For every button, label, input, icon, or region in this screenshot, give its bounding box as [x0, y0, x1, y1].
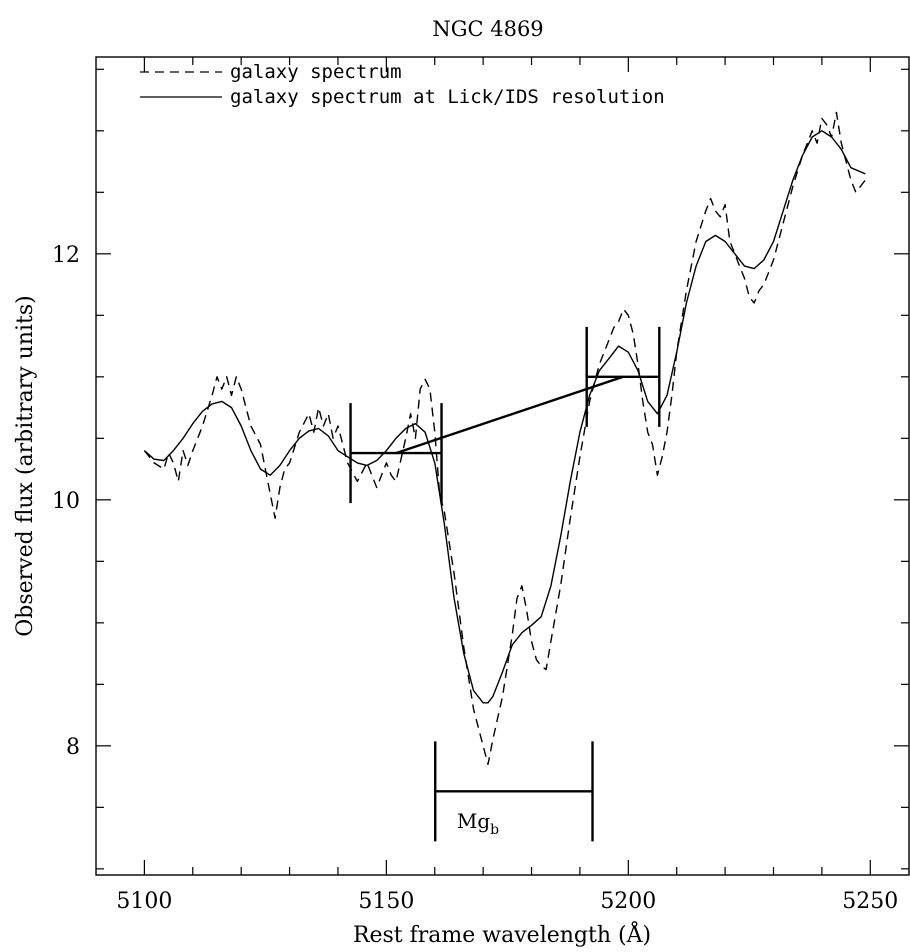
tick-labels: 5100 5150 5200 5250 8 10 12 — [52, 243, 898, 914]
axis-ticks — [96, 57, 909, 875]
plot-frame — [95, 56, 910, 876]
x-tick-label: 5100 — [116, 889, 172, 914]
x-tick-label: 5200 — [600, 889, 656, 914]
pseudo-continuum-line — [395, 375, 624, 455]
series-galaxy-spectrum — [143, 111, 866, 765]
y-tick-label: 10 — [52, 489, 80, 514]
y-tick-label: 8 — [66, 735, 80, 760]
y-tick-label: 12 — [52, 243, 80, 268]
series-layer — [143, 111, 866, 765]
legend-label-dashed: galaxy spectrum — [230, 61, 402, 83]
mgb-label: Mgb — [457, 809, 499, 838]
annotation-layer — [349, 326, 661, 842]
legend-label-solid: galaxy spectrum at Lick/IDS resolution — [230, 86, 665, 108]
x-axis-label: Rest frame wavelength (Å) — [353, 920, 651, 948]
y-axis-label: Observed flux (arbitrary units) — [13, 295, 38, 637]
legend: galaxy spectrum galaxy spectrum at Lick/… — [140, 61, 665, 108]
chart-title: NGC 4869 — [432, 17, 543, 41]
x-tick-label: 5150 — [358, 889, 414, 914]
series-lick-resolution — [143, 130, 866, 704]
x-tick-label: 5250 — [842, 889, 898, 914]
